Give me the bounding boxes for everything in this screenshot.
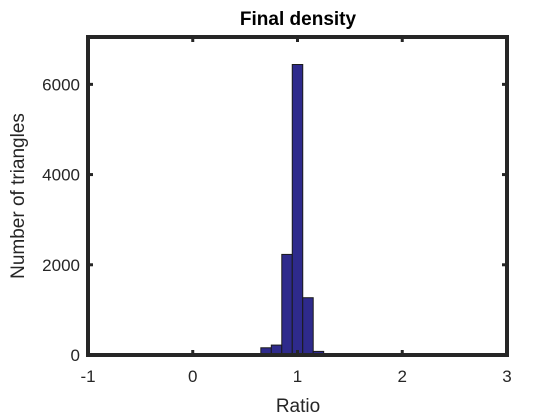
x-tick-label: 2 xyxy=(398,367,407,386)
x-tick-label: 3 xyxy=(502,367,511,386)
chart-title: Final density xyxy=(240,9,357,30)
x-tick-label: 1 xyxy=(293,367,302,386)
histogram-bar xyxy=(291,64,304,356)
y-tick-label: 4000 xyxy=(42,166,80,185)
histogram-bar xyxy=(302,297,314,356)
bars-group xyxy=(260,64,325,356)
y-tick-label: 6000 xyxy=(42,75,80,94)
x-tick-label: -1 xyxy=(80,367,95,386)
histogram-bar xyxy=(281,253,293,356)
y-axis-label: Number of triangles xyxy=(8,113,29,279)
x-tick-label: 0 xyxy=(188,367,197,386)
x-axis-label: Ratio xyxy=(276,396,320,417)
plot-frame xyxy=(86,35,509,357)
y-tick-label: 2000 xyxy=(42,256,80,275)
y-tick-label: 0 xyxy=(71,346,80,365)
